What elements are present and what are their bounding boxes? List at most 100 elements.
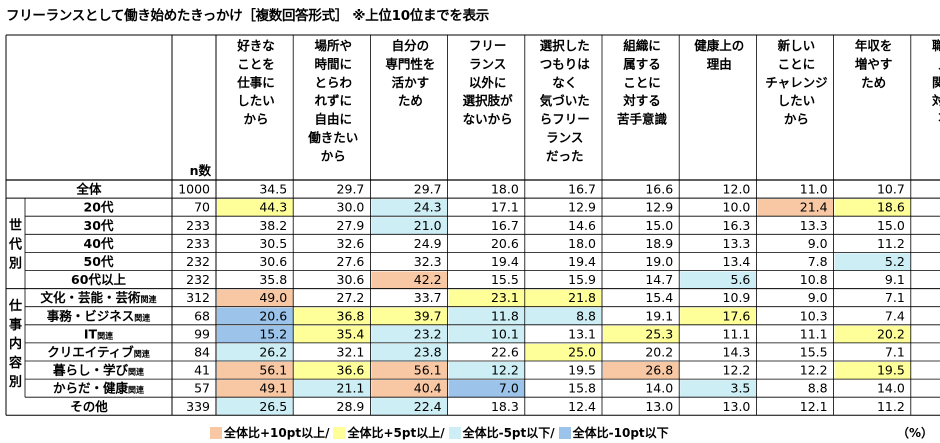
legend-swatch bbox=[210, 426, 222, 439]
highlight-cell bbox=[448, 307, 525, 325]
cell-value: 17.6 bbox=[723, 308, 751, 323]
highlight-cell bbox=[680, 271, 757, 289]
cell-value: 9.0 bbox=[808, 236, 828, 251]
cell-value: 36.8 bbox=[337, 308, 365, 323]
legend-swatch bbox=[448, 426, 461, 439]
column-header-text: したい bbox=[778, 93, 816, 108]
column-header-text: とらわ bbox=[314, 75, 352, 90]
column-header-text: 対する bbox=[931, 93, 940, 108]
n-value: 70 bbox=[194, 200, 210, 215]
column-header-text: 仕事に bbox=[236, 75, 275, 90]
n-value: 233 bbox=[186, 236, 210, 251]
cell-value: 56.1 bbox=[259, 363, 287, 378]
group-label-char: 別 bbox=[8, 256, 22, 271]
cell-value: 11.8 bbox=[491, 308, 519, 323]
highlight-cell bbox=[680, 380, 757, 398]
cell-value: 14.7 bbox=[645, 272, 673, 287]
cell-value: 26.2 bbox=[259, 344, 287, 359]
cell-value: 24.9 bbox=[414, 236, 442, 251]
row-label: 文化・芸能・芸術関連 bbox=[40, 290, 157, 305]
column-header-text: 不満 bbox=[938, 112, 940, 127]
cell-value: 12.4 bbox=[568, 399, 596, 414]
row-label-text: 事務・ビジネス bbox=[47, 308, 135, 323]
legend-item: 全体比-5pt以下/ bbox=[448, 424, 555, 441]
cell-value: 19.4 bbox=[568, 254, 596, 269]
cell-value: 26.5 bbox=[259, 399, 287, 414]
column-header-text: れずに bbox=[314, 93, 352, 108]
column-header-text: 増やす bbox=[855, 56, 893, 71]
column-header-text: 新しい bbox=[778, 38, 816, 53]
column-header-text: ないから bbox=[463, 112, 513, 127]
group-label-char: 代 bbox=[8, 236, 22, 252]
row-label-text: 50代 bbox=[84, 254, 114, 269]
column-header-text: 人間 bbox=[938, 56, 940, 71]
cell-value: 10.9 bbox=[723, 290, 751, 305]
highlight-cell bbox=[834, 253, 911, 271]
highlight-cell bbox=[371, 343, 448, 361]
cell-value: 27.9 bbox=[337, 218, 365, 233]
cell-value: 29.7 bbox=[337, 182, 365, 197]
row-label: 50代 bbox=[84, 254, 114, 269]
column-header-text: 組織に bbox=[623, 38, 661, 53]
highlight-cell bbox=[525, 343, 602, 361]
row-label-text: 文化・芸能・芸術 bbox=[40, 290, 141, 305]
cell-value: 8.8 bbox=[808, 381, 828, 396]
cell-value: 35.4 bbox=[337, 326, 365, 341]
cell-value: 11.1 bbox=[723, 326, 751, 341]
cell-value: 16.7 bbox=[568, 182, 596, 197]
cell-value: 49.1 bbox=[259, 381, 287, 396]
column-header-text: 苦手意識 bbox=[617, 112, 668, 127]
row-label: IT関連 bbox=[84, 326, 114, 341]
cell-value: 30.0 bbox=[337, 200, 365, 215]
row-label-suffix: 関連 bbox=[141, 294, 158, 304]
highlight-cell bbox=[371, 307, 448, 325]
cell-value: 15.5 bbox=[800, 344, 828, 359]
row-label: 40代 bbox=[84, 236, 114, 251]
cell-value: 9.0 bbox=[808, 290, 828, 305]
legend-label: 全体比-5pt以下/ bbox=[462, 426, 555, 440]
row-label-text: その他 bbox=[70, 399, 108, 414]
cell-value: 21.8 bbox=[568, 290, 596, 305]
cell-value: 22.6 bbox=[491, 344, 519, 359]
cell-value: 27.2 bbox=[337, 290, 365, 305]
cell-value: 24.3 bbox=[414, 200, 442, 215]
highlight-cell bbox=[371, 271, 448, 289]
cell-value: 3.5 bbox=[731, 381, 751, 396]
cell-value: 14.0 bbox=[877, 381, 905, 396]
column-header-text: なく bbox=[552, 75, 577, 90]
cell-value: 15.5 bbox=[491, 272, 519, 287]
cell-value: 32.3 bbox=[414, 254, 442, 269]
cell-value: 15.2 bbox=[259, 326, 287, 341]
column-header-text: 気づいた bbox=[540, 93, 590, 108]
row-label: 60代以上 bbox=[71, 272, 126, 287]
cell-value: 34.5 bbox=[259, 182, 287, 197]
group-label-char: 内 bbox=[9, 336, 22, 352]
column-header-text: から bbox=[784, 112, 809, 127]
cell-value: 56.1 bbox=[414, 363, 442, 378]
highlight-cell bbox=[834, 325, 911, 343]
column-header-text: 職場の bbox=[932, 38, 940, 53]
cell-value: 12.2 bbox=[800, 363, 828, 378]
row-label-text: 40代 bbox=[84, 236, 114, 251]
cell-value: 13.1 bbox=[568, 326, 596, 341]
cell-value: 20.2 bbox=[877, 326, 905, 341]
row-label-text: 暮らし・学び bbox=[52, 363, 129, 378]
n-value: 1000 bbox=[178, 182, 210, 197]
cell-value: 13.3 bbox=[800, 218, 828, 233]
cell-value: 10.1 bbox=[491, 326, 519, 341]
row-label-suffix: 関連 bbox=[134, 312, 151, 322]
cell-value: 15.9 bbox=[568, 272, 596, 287]
cell-value: 18.0 bbox=[568, 236, 596, 251]
n-value: 84 bbox=[194, 344, 210, 359]
column-header-text: 関係に bbox=[932, 75, 940, 90]
cell-value: 19.4 bbox=[491, 254, 519, 269]
column-header-text: 専門性を bbox=[385, 56, 435, 71]
highlight-cell bbox=[834, 199, 911, 217]
highlight-cell bbox=[525, 289, 602, 307]
cell-value: 30.5 bbox=[259, 236, 287, 251]
column-header-text: 活かす bbox=[392, 75, 430, 90]
cell-value: 35.8 bbox=[259, 272, 287, 287]
cell-value: 17.1 bbox=[491, 200, 519, 215]
cell-value: 13.3 bbox=[723, 236, 751, 251]
